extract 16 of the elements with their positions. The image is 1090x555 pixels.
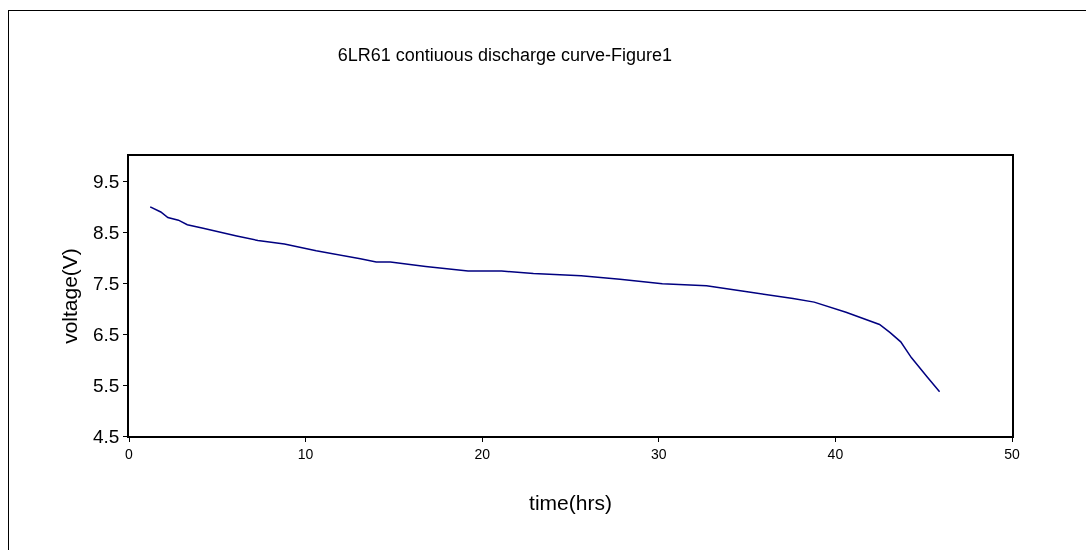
x-tick-label: 30 (651, 445, 667, 462)
y-axis-title: voltage(V) (57, 248, 81, 344)
x-tick-label: 20 (474, 445, 491, 462)
x-tick-label: 40 (827, 445, 844, 462)
y-tick-label: 6.5 (93, 323, 120, 345)
chart-title: 6LR61 contiuous discharge curve-Figure1 (337, 45, 672, 66)
x-tick-label: 50 (1004, 445, 1020, 462)
line-series (149, 206, 941, 393)
y-tick-label: 4.5 (93, 425, 120, 447)
x-tick-label: 10 (297, 445, 314, 462)
x-tick-label: 0 (125, 445, 134, 462)
y-tick-label: 7.5 (93, 272, 120, 294)
y-tick-label: 9.5 (93, 171, 120, 193)
x-axis-title: time(hrs) (529, 490, 612, 514)
y-tick-label: 5.5 (93, 374, 120, 396)
y-tick-label: 8.5 (93, 222, 120, 244)
